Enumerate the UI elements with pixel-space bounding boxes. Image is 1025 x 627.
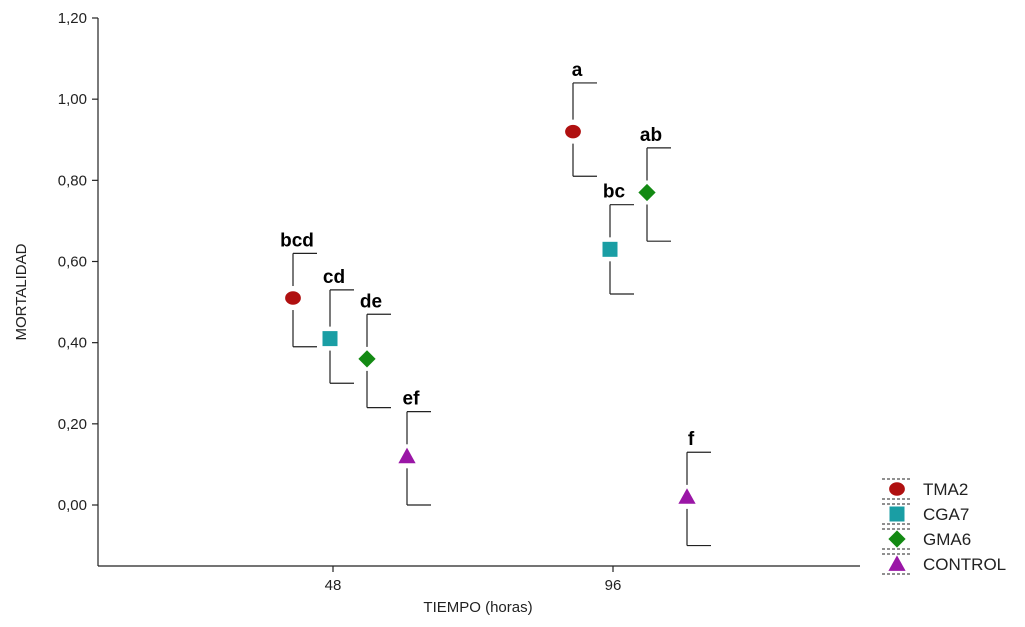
- y-tick-label: 1,00: [58, 91, 87, 108]
- series-cga7: cd bc: [322, 182, 634, 384]
- y-tick-label: 0,60: [58, 254, 87, 271]
- significance-label: cd: [323, 267, 345, 288]
- x-tick-label: 96: [605, 577, 622, 594]
- data-point: [285, 291, 301, 305]
- data-point: [358, 350, 376, 368]
- y-tick-label: 0,20: [58, 416, 87, 433]
- legend-label: GMA6: [923, 530, 971, 549]
- series-tma2: bcd a: [280, 60, 597, 348]
- legend-marker: [888, 530, 906, 548]
- series-control: ef f: [398, 389, 711, 547]
- y-tick-label: 0,80: [58, 172, 87, 189]
- y-tick-label: 0,40: [58, 335, 87, 352]
- data-point: [638, 183, 656, 202]
- significance-label: ab: [640, 125, 662, 146]
- significance-label: bcd: [280, 230, 314, 251]
- legend-marker: [888, 555, 906, 571]
- significance-label: a: [572, 60, 583, 81]
- legend-item: CONTROL: [882, 553, 1006, 575]
- series-gma6: de ab: [358, 125, 671, 409]
- legend-item: TMA2: [882, 478, 968, 500]
- significance-label: f: [688, 429, 695, 450]
- significance-label: de: [360, 291, 382, 312]
- data-point: [602, 241, 618, 257]
- data-point: [322, 331, 338, 347]
- data-point: [565, 124, 581, 139]
- y-axis: 1,20 1,00 0,80 0,60 0,40 0,20 0,00: [58, 10, 99, 566]
- legend-marker: [889, 506, 905, 522]
- legend-marker: [889, 482, 905, 496]
- legend-label: TMA2: [923, 480, 968, 499]
- legend: TMA2 CGA7 GMA6 CONTROL: [882, 478, 1006, 575]
- legend-item: CGA7: [882, 503, 969, 525]
- legend-item: GMA6: [882, 528, 971, 550]
- legend-label: CONTROL: [923, 555, 1006, 574]
- plot-area: bcd a cd bc de ab ef f: [280, 60, 711, 547]
- y-tick-label: 0,00: [58, 497, 87, 514]
- significance-label: bc: [603, 182, 626, 203]
- significance-label: ef: [403, 389, 421, 410]
- y-axis-title: MORTALIDAD: [13, 243, 30, 340]
- data-point: [678, 488, 696, 504]
- data-point: [398, 447, 416, 464]
- y-tick-label: 1,20: [58, 10, 87, 27]
- x-axis-title: TIEMPO (horas): [423, 599, 532, 616]
- x-axis: 48 96: [98, 565, 860, 594]
- x-tick-label: 48: [325, 577, 342, 594]
- legend-label: CGA7: [923, 505, 969, 524]
